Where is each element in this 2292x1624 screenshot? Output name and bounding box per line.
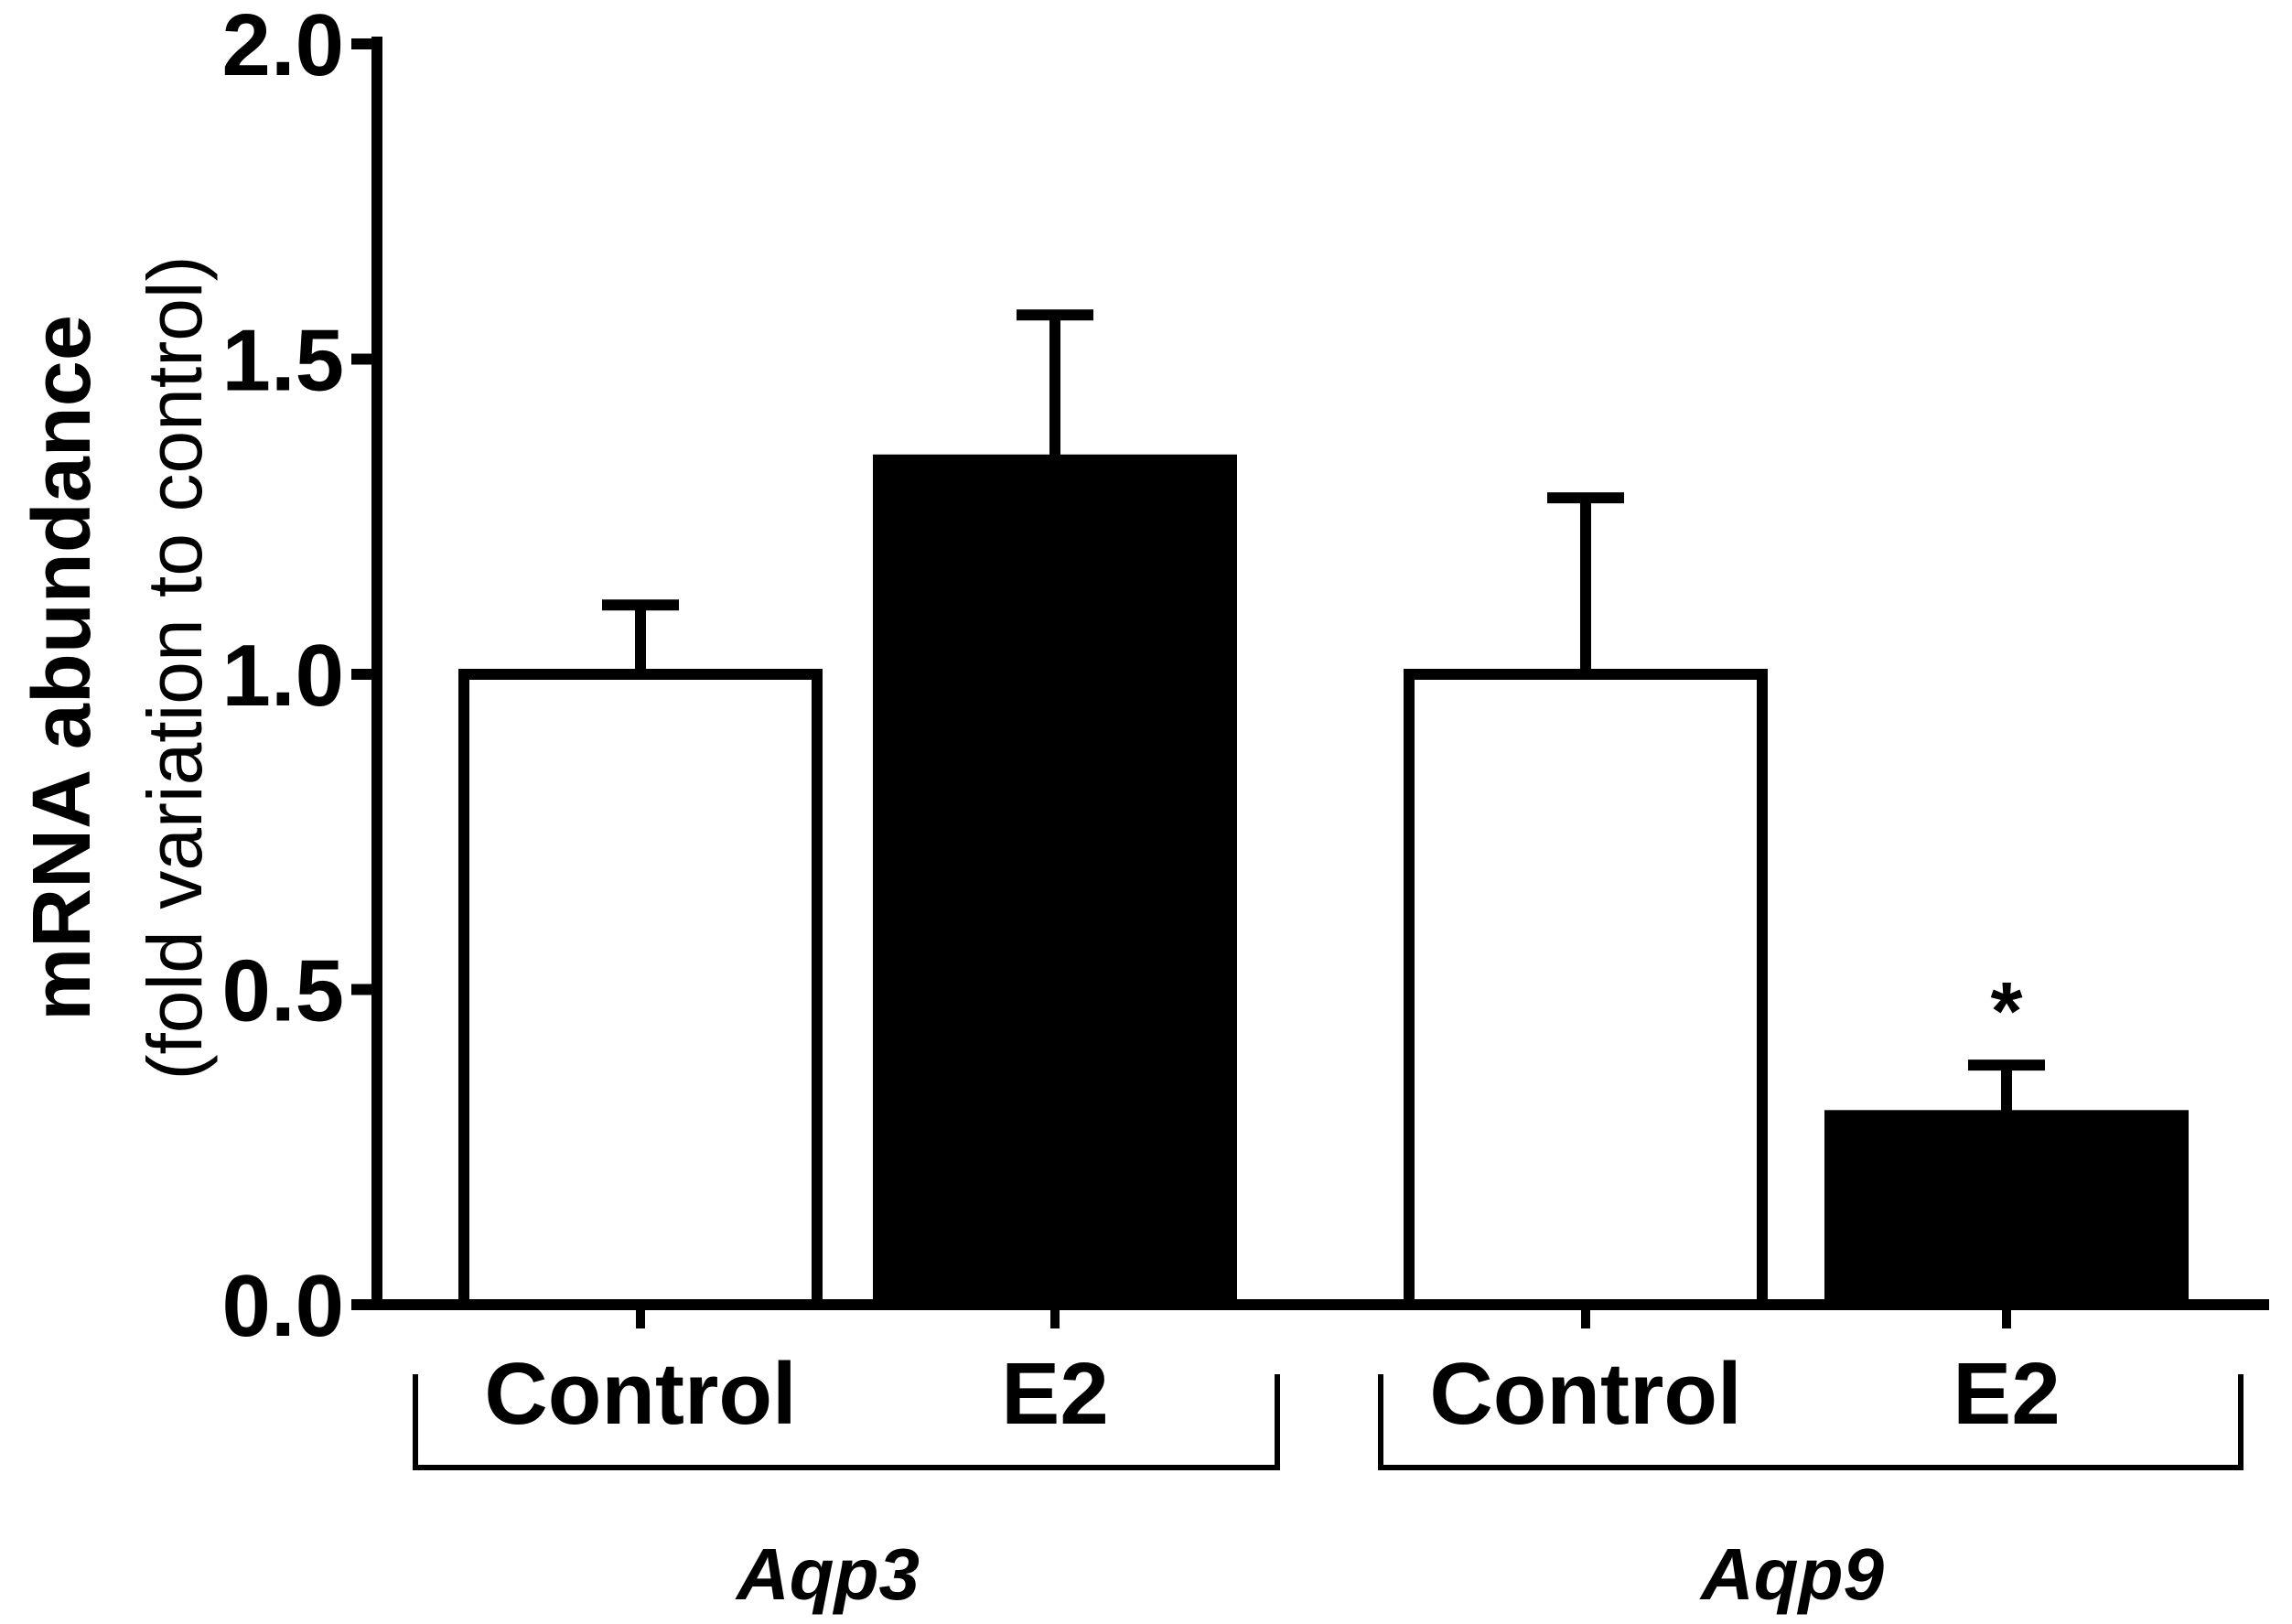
y-axis: 0.0 0.5 1.0 1.5 2.0 bbox=[222, 0, 382, 1355]
bar-aqp3-e2 bbox=[873, 454, 1237, 1310]
y-tick-label: 2.0 bbox=[222, 0, 344, 94]
y-tick-label: 0.0 bbox=[222, 1257, 344, 1355]
group-bracket bbox=[413, 1374, 1280, 1470]
significance-marker: * bbox=[1990, 966, 2022, 1058]
bars: * bbox=[458, 309, 2189, 1311]
bar-aqp9-e2 bbox=[1824, 1110, 2189, 1311]
y-tick-label: 1.0 bbox=[222, 627, 344, 725]
x-category-label: Control bbox=[484, 1345, 796, 1443]
x-category-label: E2 bbox=[1953, 1345, 2060, 1443]
bar-aqp3-control bbox=[458, 669, 823, 1310]
x-axis: Control E2 Aqp3 Control E2 Aqp9 bbox=[371, 1299, 2269, 1615]
x-category-label: E2 bbox=[1001, 1345, 1108, 1443]
y-tick-label: 1.5 bbox=[222, 312, 344, 410]
group-label-aqp9: Aqp9 bbox=[1699, 1533, 1885, 1615]
group-bracket bbox=[1378, 1374, 2244, 1470]
y-axis-subtitle: (fold variation to control) bbox=[132, 255, 218, 1080]
axis-labels: mRNA abundance (fold variation to contro… bbox=[16, 255, 218, 1080]
group-label-aqp3: Aqp3 bbox=[735, 1533, 920, 1615]
x-category-label: Control bbox=[1429, 1345, 1741, 1443]
bar-aqp9-control bbox=[1404, 669, 1768, 1310]
y-axis-title: mRNA abundance bbox=[16, 315, 108, 1021]
y-tick-label: 0.5 bbox=[222, 942, 344, 1040]
